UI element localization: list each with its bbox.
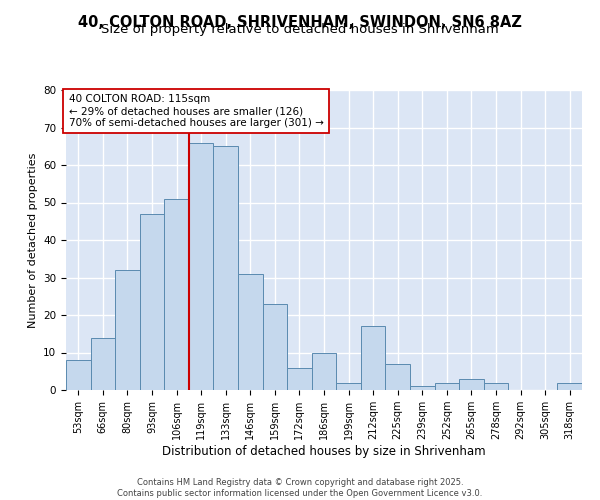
- Text: 40 COLTON ROAD: 115sqm
← 29% of detached houses are smaller (126)
70% of semi-de: 40 COLTON ROAD: 115sqm ← 29% of detached…: [68, 94, 323, 128]
- Bar: [434, 382, 459, 390]
- Bar: [385, 364, 410, 390]
- Bar: [164, 198, 189, 390]
- Bar: [484, 382, 508, 390]
- Bar: [115, 270, 140, 390]
- Bar: [91, 338, 115, 390]
- Bar: [336, 382, 361, 390]
- Bar: [214, 146, 238, 390]
- Bar: [361, 326, 385, 390]
- Text: Contains HM Land Registry data © Crown copyright and database right 2025.
Contai: Contains HM Land Registry data © Crown c…: [118, 478, 482, 498]
- Bar: [238, 274, 263, 390]
- Bar: [140, 214, 164, 390]
- Bar: [263, 304, 287, 390]
- X-axis label: Distribution of detached houses by size in Shrivenham: Distribution of detached houses by size …: [162, 445, 486, 458]
- Bar: [287, 368, 312, 390]
- Text: 40, COLTON ROAD, SHRIVENHAM, SWINDON, SN6 8AZ: 40, COLTON ROAD, SHRIVENHAM, SWINDON, SN…: [78, 15, 522, 30]
- Bar: [189, 142, 214, 390]
- Bar: [557, 382, 582, 390]
- Bar: [66, 360, 91, 390]
- Bar: [410, 386, 434, 390]
- Bar: [459, 379, 484, 390]
- Text: Size of property relative to detached houses in Shrivenham: Size of property relative to detached ho…: [101, 22, 499, 36]
- Y-axis label: Number of detached properties: Number of detached properties: [28, 152, 38, 328]
- Bar: [312, 352, 336, 390]
